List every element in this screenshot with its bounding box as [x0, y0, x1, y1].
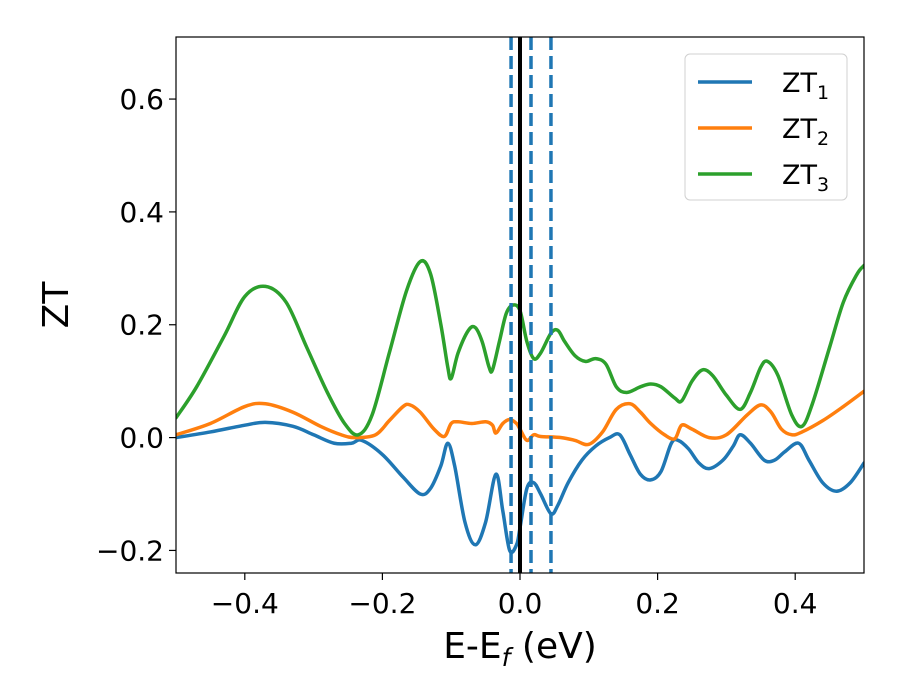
x-axis-label: E-Ef (eV) — [443, 626, 597, 672]
series-line-zt1 — [176, 420, 864, 555]
x-axis-ticks: −0.4 −0.2 0.0 0.2 0.4 — [211, 573, 818, 620]
legend-label-zt3: ZT3 — [782, 160, 829, 196]
x-tick-label: −0.4 — [211, 587, 279, 620]
x-tick-label: 0.4 — [773, 587, 818, 620]
y-tick-label: 0.6 — [119, 83, 164, 116]
y-axis-ticks: −0.2 0.0 0.2 0.4 0.6 — [96, 83, 176, 567]
legend-label-zt1: ZT1 — [782, 68, 829, 104]
series-layer — [176, 259, 864, 555]
y-tick-label: −0.2 — [96, 534, 164, 567]
legend-box — [684, 53, 848, 201]
series-line-zt3 — [176, 259, 864, 437]
y-tick-label: 0.2 — [119, 309, 164, 342]
x-tick-label: −0.2 — [348, 587, 416, 620]
x-tick-label: 0.2 — [635, 587, 680, 620]
legend-label-zt2: ZT2 — [782, 114, 829, 150]
y-axis-label: ZT — [36, 281, 77, 329]
x-tick-label: 0.0 — [498, 587, 543, 620]
y-tick-label: 0.4 — [119, 196, 164, 229]
y-tick-label: 0.0 — [119, 422, 164, 455]
series-line-zt2 — [176, 389, 864, 447]
reference-lines — [509, 37, 553, 573]
legend: ZT1 ZT2 ZT3 — [684, 53, 848, 201]
